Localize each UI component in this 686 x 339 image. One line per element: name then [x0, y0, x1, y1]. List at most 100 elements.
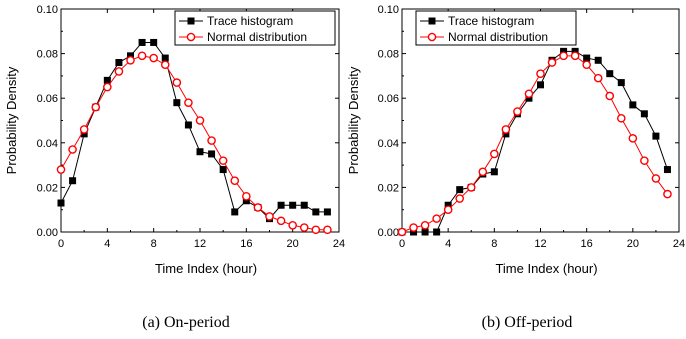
data-point — [230, 176, 240, 186]
data-point — [525, 94, 533, 102]
y-tick-label: 0.08 — [37, 49, 58, 61]
x-axis-label: Time Index (hour) — [495, 261, 597, 276]
data-point — [242, 197, 250, 205]
data-point — [605, 91, 615, 101]
legend-marker — [428, 17, 436, 25]
data-point — [663, 166, 671, 174]
data-point — [524, 89, 534, 99]
data-point — [173, 99, 181, 107]
data-point — [150, 38, 158, 46]
series-line — [402, 50, 668, 233]
data-point — [114, 67, 124, 76]
data-point — [80, 130, 88, 138]
data-point — [172, 78, 182, 87]
data-point — [501, 125, 511, 134]
data-point — [571, 47, 579, 55]
data-point — [300, 201, 308, 209]
legend-box — [174, 10, 336, 46]
data-point — [69, 177, 77, 185]
data-point — [219, 166, 227, 174]
data-point — [478, 167, 488, 177]
data-point — [640, 156, 649, 165]
figure-caption: (a) On-period — [142, 314, 230, 331]
data-point — [276, 216, 286, 226]
x-tick-label: 16 — [240, 238, 252, 250]
legend-box — [415, 10, 577, 46]
data-point — [299, 223, 309, 232]
legend-label: Trace histogram — [207, 14, 293, 28]
x-tick-label: 4 — [445, 238, 451, 250]
data-point — [138, 38, 146, 46]
x-tick-label: 16 — [581, 238, 593, 250]
data-point — [502, 130, 510, 138]
series-trace-histogram — [398, 47, 671, 236]
y-tick-label: 0.00 — [378, 227, 399, 239]
data-point — [628, 134, 638, 143]
data-point — [161, 54, 169, 62]
series-trace-histogram — [57, 38, 331, 223]
x-tick-label: 12 — [194, 238, 206, 250]
y-tick-label: 0.10 — [378, 4, 399, 16]
data-point — [79, 125, 89, 134]
data-point — [490, 149, 499, 159]
data-point — [68, 145, 77, 154]
data-point — [652, 132, 660, 140]
y-tick-label: 0.04 — [378, 138, 399, 150]
legend-label: Trace histogram — [448, 14, 534, 28]
data-point — [455, 194, 465, 203]
data-point — [651, 174, 661, 183]
y-tick-label: 0.02 — [378, 182, 399, 194]
data-point — [421, 228, 429, 236]
data-point — [629, 101, 637, 109]
data-point — [207, 136, 216, 145]
y-tick-label: 0.02 — [37, 182, 58, 194]
data-point — [640, 110, 648, 118]
y-axis-label: Probability Density — [4, 66, 19, 174]
data-point — [617, 79, 625, 87]
data-point — [149, 53, 158, 63]
data-point — [127, 52, 134, 60]
y-tick-label: 0.10 — [37, 4, 58, 16]
y-tick-label: 0.08 — [378, 49, 399, 61]
y-tick-label: 0.04 — [37, 138, 58, 150]
y-axis-label: Probability Density — [346, 66, 361, 174]
legend-label: Normal distribution — [207, 30, 307, 44]
series-normal-distribution — [397, 51, 672, 237]
data-point — [312, 208, 320, 216]
y-tick-label: 0.06 — [378, 93, 399, 105]
data-point — [444, 201, 452, 209]
data-point — [184, 121, 192, 129]
data-point — [456, 186, 464, 194]
figure-caption: (b) Off-period — [482, 314, 573, 331]
chart-panel-1: 0 4 8 12 16 20 24 0.00 0.02 0.04 0.06 0.08 0.10 Time … — [4, 4, 345, 331]
x-tick-label: 8 — [491, 238, 497, 250]
data-point — [208, 150, 216, 158]
series-line — [60, 41, 328, 220]
x-tick-label: 20 — [627, 238, 639, 250]
data-point — [218, 156, 228, 165]
x-axis-label: Time Index (hour) — [155, 261, 257, 276]
legend-marker — [187, 17, 195, 25]
data-point — [195, 116, 205, 125]
data-point — [410, 228, 418, 236]
x-tick-label: 4 — [104, 238, 110, 250]
data-point — [253, 203, 263, 212]
data-point — [115, 59, 123, 67]
data-point — [242, 192, 251, 201]
legend-marker — [427, 32, 437, 42]
data-point — [103, 82, 112, 92]
data-point — [323, 208, 331, 216]
data-point — [91, 102, 101, 112]
data-point — [582, 60, 591, 70]
x-tick-label: 8 — [151, 238, 157, 250]
x-tick-label: 12 — [534, 238, 546, 250]
data-point — [196, 148, 204, 156]
data-point — [289, 201, 297, 209]
x-tick-label: 20 — [287, 238, 299, 250]
data-point — [513, 107, 522, 116]
data-point — [606, 70, 614, 78]
data-point — [323, 225, 332, 235]
data-point — [397, 227, 407, 237]
data-point — [277, 201, 285, 209]
x-tick-label: 24 — [333, 238, 345, 250]
